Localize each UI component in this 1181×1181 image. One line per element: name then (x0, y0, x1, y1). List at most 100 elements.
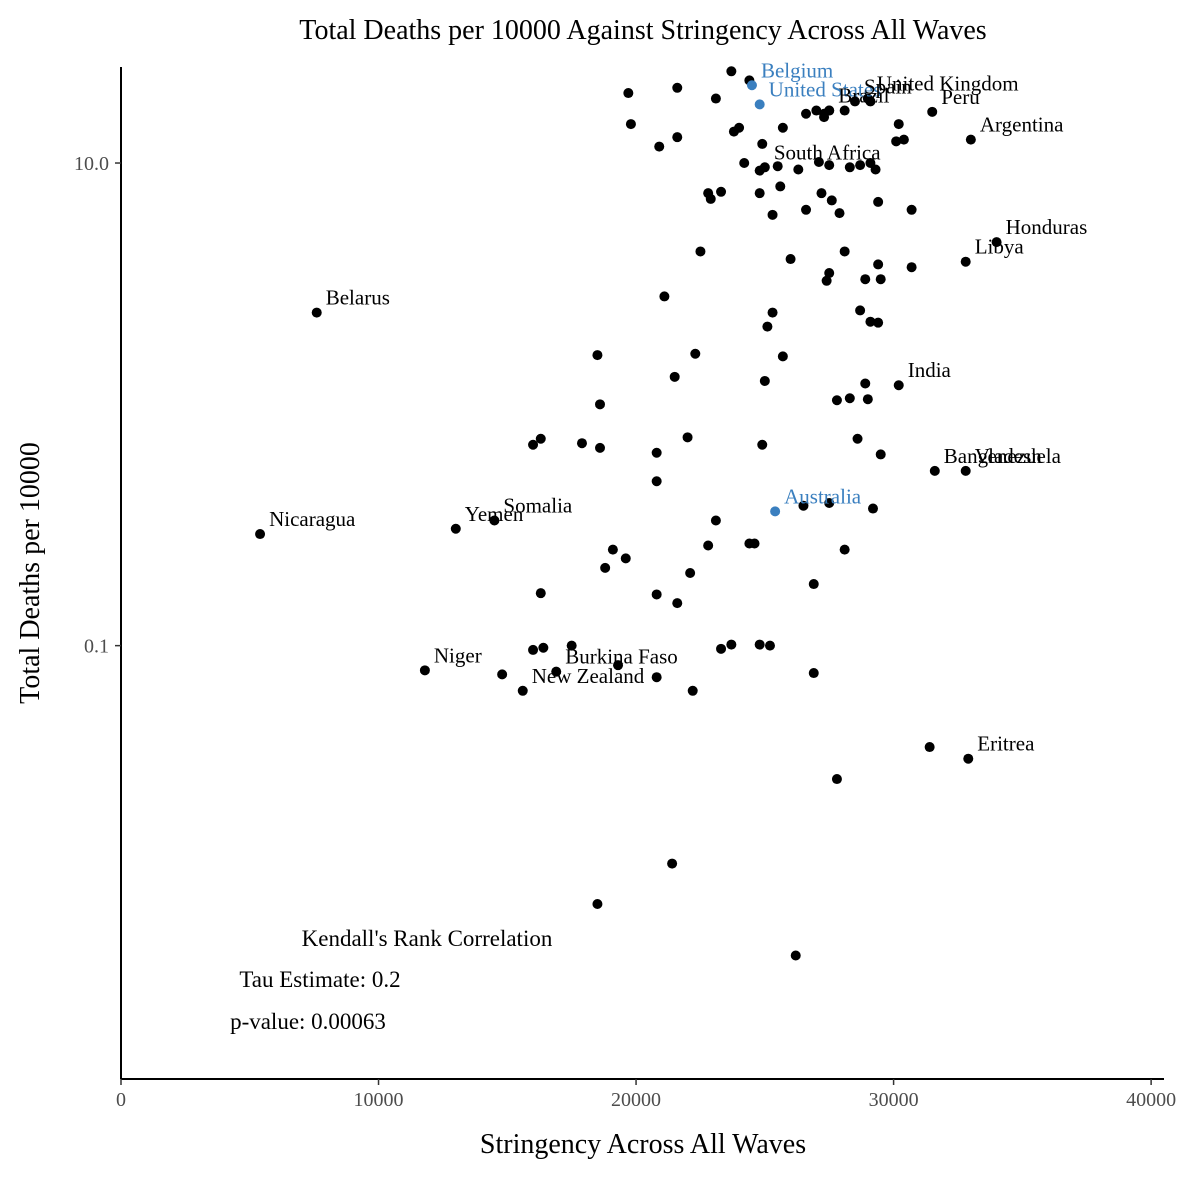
labeled-data-point (450, 523, 461, 534)
y-tick-label: 0.1 (84, 636, 109, 658)
data-point (777, 351, 788, 362)
data-point (576, 438, 587, 449)
data-point (695, 246, 706, 257)
data-point (595, 442, 606, 453)
point-label: Libya (975, 235, 1025, 259)
data-points (255, 66, 1002, 961)
data-point (826, 195, 837, 206)
data-point (831, 774, 842, 785)
data-point (855, 160, 866, 171)
data-point (705, 193, 716, 204)
point-label: New Zealand (532, 664, 645, 688)
data-point (790, 950, 801, 961)
data-point (777, 122, 788, 133)
point-label: Eritrea (977, 732, 1035, 756)
labeled-data-point (311, 307, 322, 318)
data-point (754, 188, 765, 199)
data-point (873, 259, 884, 270)
y-tick-label: 10.0 (74, 153, 109, 175)
data-point (839, 246, 850, 257)
data-point (744, 538, 755, 549)
data-point (566, 640, 577, 651)
data-point (685, 568, 696, 578)
annotation-method: Kendall's Rank Correlation (302, 926, 553, 951)
ticks: 0 10000 20000 30000 40000 0.1 10.0 (74, 153, 1176, 1111)
data-point (860, 378, 871, 389)
data-point (767, 209, 778, 220)
x-axis-label: Stringency Across All Waves (480, 1129, 806, 1160)
data-point (623, 88, 634, 99)
data-point (873, 196, 884, 207)
data-point (659, 291, 670, 302)
labeled-data-point (770, 506, 781, 517)
point-label: Nicaragua (269, 507, 356, 531)
data-point (844, 162, 855, 173)
data-point (672, 132, 683, 143)
labeled-data-point (419, 665, 430, 676)
data-point (855, 305, 866, 316)
data-point (672, 82, 683, 93)
correlation-annotation: Kendall's Rank Correlation Tau Estimate:… (230, 926, 553, 1034)
data-point (528, 644, 539, 655)
data-point (710, 515, 721, 526)
data-point (716, 186, 727, 197)
data-point (873, 317, 884, 328)
y-axis-label: Total Deaths per 10000 (15, 442, 46, 704)
data-point (654, 141, 665, 152)
data-point (651, 672, 662, 683)
labeled-data-point (929, 465, 940, 476)
data-point (690, 348, 701, 359)
data-point (669, 371, 680, 382)
point-label: Yemen (465, 502, 524, 526)
point-label: Burkina Faso (565, 645, 678, 669)
data-point (785, 254, 796, 265)
data-point (906, 204, 917, 215)
data-point (924, 742, 935, 753)
point-label: Belgium (761, 58, 833, 82)
point-label: Niger (434, 643, 482, 667)
data-point (839, 544, 850, 555)
annotation-tau: Tau Estimate: 0.2 (239, 967, 400, 992)
data-point (831, 395, 842, 406)
labeled-data-point (754, 99, 765, 110)
data-point (898, 134, 909, 145)
data-point (613, 660, 624, 671)
data-point (651, 476, 662, 487)
data-point (816, 188, 827, 199)
labeled-data-point (849, 96, 860, 107)
data-point (757, 439, 768, 450)
data-point (821, 275, 832, 286)
data-point (726, 66, 737, 77)
point-label: Belarus (326, 286, 390, 310)
data-point (891, 136, 902, 147)
data-point (672, 598, 683, 609)
x-tick-label: 10000 (354, 1089, 404, 1111)
point-label: India (908, 358, 952, 382)
data-point (528, 439, 539, 450)
labeled-data-point (517, 685, 528, 696)
data-point (651, 447, 662, 458)
point-label: Venezuela (975, 444, 1062, 468)
data-point (870, 164, 881, 175)
labeled-data-point (965, 134, 976, 145)
point-label: Honduras (1006, 215, 1088, 239)
data-point (767, 307, 778, 318)
labeled-data-point (960, 465, 971, 476)
labeled-data-point (746, 80, 757, 91)
point-label: Peru (941, 85, 980, 109)
chart-title: Total Deaths per 10000 Against Stringenc… (299, 15, 986, 46)
data-point (867, 503, 878, 514)
data-point (607, 544, 618, 555)
point-label: Argentina (980, 113, 1064, 137)
data-point (762, 321, 773, 332)
labeled-data-point (927, 106, 938, 117)
data-point (808, 668, 819, 679)
point-label: United Kingdom (877, 72, 1019, 96)
labeled-data-point (255, 529, 266, 540)
data-point (759, 375, 770, 386)
data-point (860, 274, 871, 285)
x-tick-label: 40000 (1126, 1089, 1176, 1111)
data-point (801, 108, 812, 119)
